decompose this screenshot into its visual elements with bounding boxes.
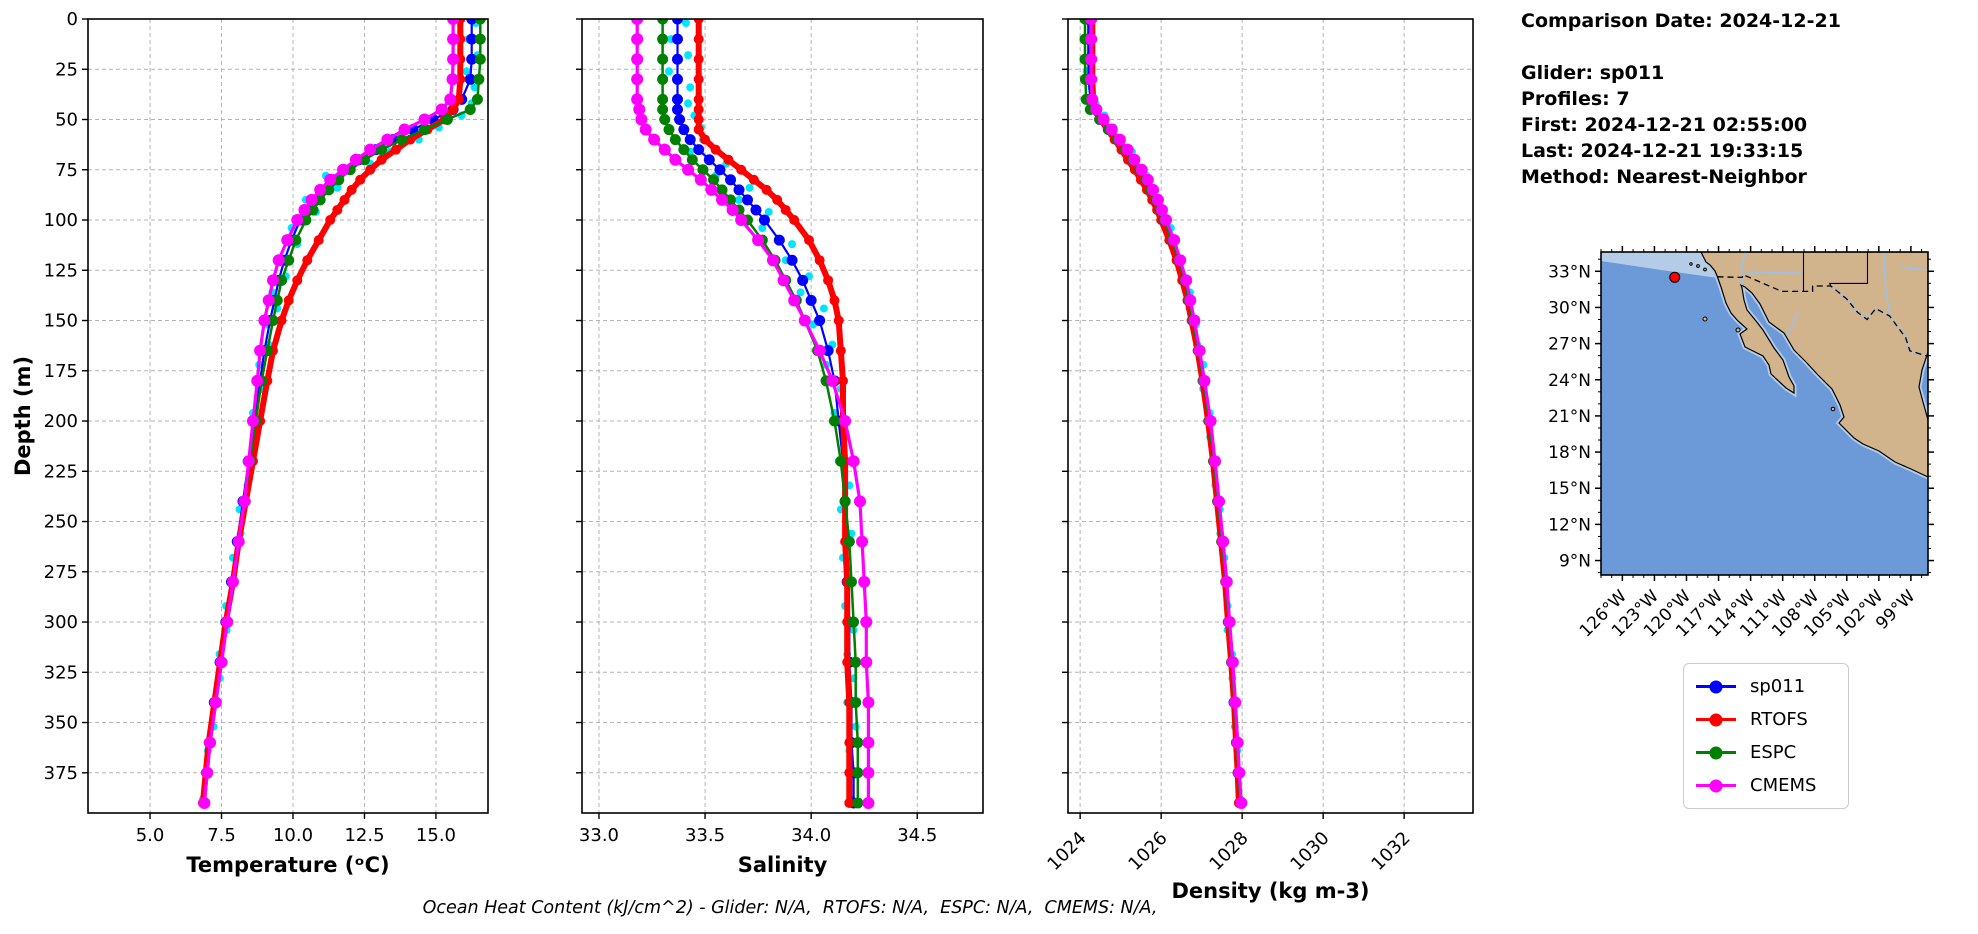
- ocean-heat-content-caption: Ocean Heat Content (kJ/cm^2) - Glider: N…: [422, 898, 1158, 918]
- svg-text:34.5: 34.5: [897, 825, 937, 846]
- map-international-border: [1717, 273, 1928, 357]
- glider-position-marker: [1669, 271, 1681, 283]
- raw-scatter-point: [735, 195, 744, 204]
- raw-scatter-point: [764, 207, 773, 216]
- svg-text:100: 100: [44, 210, 78, 231]
- svg-text:50: 50: [55, 110, 78, 131]
- svg-text:24°N: 24°N: [1548, 371, 1591, 391]
- svg-text:15.0: 15.0: [416, 825, 456, 846]
- svg-text:27°N: 27°N: [1548, 335, 1591, 355]
- depth-axis-label: Depth (m): [11, 356, 35, 476]
- svg-text:5.0: 5.0: [136, 825, 165, 846]
- svg-text:250: 250: [44, 512, 78, 533]
- legend-marker-ESPC: [1696, 746, 1736, 759]
- legend-label: RTOFS: [1750, 709, 1808, 730]
- raw-scatter-point: [684, 51, 693, 60]
- svg-text:15°N: 15°N: [1548, 479, 1591, 499]
- svg-text:75: 75: [55, 160, 78, 181]
- raw-scatter-point: [796, 288, 805, 297]
- raw-scatter-point: [788, 240, 797, 249]
- svg-text:275: 275: [44, 562, 78, 583]
- svg-text:25: 25: [55, 59, 78, 80]
- legend-item-CMEMS: CMEMS: [1696, 774, 1836, 797]
- glider-name: Glider: sp011: [1521, 62, 1665, 84]
- temperature-axis-label: Temperature (ᵒC): [186, 853, 389, 877]
- temperature-panel: 5.0 7.5 10.0 12.5 15.0 0 25 50 75 100 125 150 175 200…: [44, 9, 489, 877]
- raw-scatter-point: [333, 183, 342, 192]
- svg-text:33.5: 33.5: [685, 825, 725, 846]
- raw-scatter-point: [745, 183, 754, 192]
- raw-scatter-point: [681, 19, 690, 28]
- svg-text:7.5: 7.5: [207, 825, 236, 846]
- legend-label: sp011: [1750, 676, 1806, 697]
- svg-text:1026: 1026: [1124, 828, 1171, 875]
- legend-marker-RTOFS: [1696, 713, 1736, 726]
- profile-panels: 5.0 7.5 10.0 12.5 15.0 0 25 50 75 100 125 150 175 200…: [11, 9, 1474, 903]
- first-profile-time: First: 2024-12-21 02:55:00: [1521, 114, 1808, 136]
- legend-marker-CMEMS: [1696, 779, 1736, 792]
- series-line-RTOFS: [695, 19, 853, 803]
- svg-text:33.0: 33.0: [579, 825, 619, 846]
- svg-text:1030: 1030: [1286, 828, 1333, 875]
- map-frame: [1600, 251, 1929, 576]
- svg-text:0: 0: [67, 9, 78, 30]
- legend-item-ESPC: ESPC: [1696, 741, 1836, 764]
- salinity-panel: 33.0 33.5 34.0 34.5 Salinity: [576, 18, 984, 877]
- legend: sp011 RTOFS ESPC CMEMS: [1683, 663, 1849, 809]
- map-state-borders: [1802, 252, 1869, 292]
- svg-text:300: 300: [44, 612, 78, 633]
- series-line-sp011: [203, 19, 473, 804]
- series-line-ESPC: [1083, 19, 1242, 803]
- map-land: [1700, 252, 1928, 478]
- svg-text:350: 350: [44, 713, 78, 734]
- svg-text:12.5: 12.5: [344, 825, 384, 846]
- density-axis-label: Density (kg m-3): [1171, 879, 1369, 903]
- legend-label: ESPC: [1750, 742, 1797, 763]
- salinity-axis-label: Salinity: [738, 853, 828, 877]
- raw-scatter-point: [684, 99, 693, 108]
- svg-text:225: 225: [44, 461, 78, 482]
- svg-text:21°N: 21°N: [1548, 407, 1591, 427]
- legend-label: CMEMS: [1750, 775, 1817, 796]
- svg-text:1028: 1028: [1205, 828, 1252, 875]
- raw-scatter-point: [758, 224, 767, 233]
- svg-text:10.0: 10.0: [273, 825, 313, 846]
- raw-scatter-point: [686, 83, 695, 92]
- svg-text:30°N: 30°N: [1548, 298, 1591, 318]
- svg-text:150: 150: [44, 311, 78, 332]
- profiles-count: Profiles: 7: [1521, 88, 1630, 110]
- raw-scatter-point: [819, 304, 828, 313]
- svg-text:325: 325: [44, 662, 78, 683]
- legend-item-sp011: sp011: [1696, 675, 1836, 698]
- svg-text:375: 375: [44, 763, 78, 784]
- svg-text:9°N: 9°N: [1559, 552, 1591, 572]
- svg-text:34.0: 34.0: [791, 825, 831, 846]
- map-shelf-band: [1601, 252, 1718, 278]
- svg-text:175: 175: [44, 361, 78, 382]
- raw-scatter-point: [470, 83, 479, 92]
- svg-text:12°N: 12°N: [1548, 515, 1591, 535]
- svg-text:18°N: 18°N: [1548, 443, 1591, 463]
- comparison-date: Comparison Date: 2024-12-21: [1521, 10, 1841, 32]
- legend-marker-sp011: [1696, 680, 1736, 693]
- last-profile-time: Last: 2024-12-21 19:33:15: [1521, 140, 1804, 162]
- svg-text:125: 125: [44, 260, 78, 281]
- svg-text:33°N: 33°N: [1548, 262, 1591, 282]
- density-panel: 1024 1026 1028 1030 1032 Density (kg m-3): [1043, 18, 1474, 903]
- raw-scatter-point: [462, 67, 471, 76]
- series-line-RTOFS: [199, 19, 464, 804]
- raw-scatter-point: [664, 67, 673, 76]
- svg-text:1032: 1032: [1367, 828, 1414, 875]
- series-line-ESPC: [203, 19, 482, 804]
- svg-text:1024: 1024: [1043, 828, 1090, 875]
- method: Method: Nearest-Neighbor: [1521, 166, 1807, 188]
- location-map: 126°W123°W120°W117°W114°W111°W108°W105°W…: [1548, 246, 1934, 641]
- map-islands: [1689, 262, 1836, 412]
- legend-item-RTOFS: RTOFS: [1696, 708, 1836, 731]
- svg-text:200: 200: [44, 411, 78, 432]
- info-panel: Comparison Date: 2024-12-21 Glider: sp01…: [1521, 8, 1841, 190]
